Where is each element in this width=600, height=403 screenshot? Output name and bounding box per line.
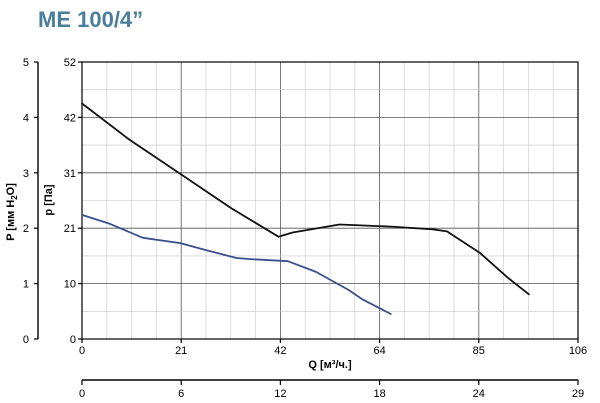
pa-tick-label: 0 (70, 334, 76, 346)
left-axis-label: P [мм H2O] (5, 183, 19, 241)
x-tick-label: 21 (175, 345, 187, 357)
pa-tick-label: 21 (64, 223, 76, 235)
series-line-1 (81, 102, 530, 296)
series-line-2 (81, 214, 392, 315)
x-axis-label: Q [м³/ч.] (308, 359, 352, 371)
pa-tick-label: 42 (64, 112, 76, 124)
left-tick-label: 1 (23, 279, 29, 291)
x2-tick-label: 12 (274, 388, 286, 400)
series-layer (81, 102, 530, 315)
pa-axis-label: p [Па] (43, 184, 55, 215)
left-tick-label: 0 (23, 334, 29, 346)
pa-tick-label: 10 (64, 279, 76, 291)
x2-tick-label: 24 (473, 388, 485, 400)
x2-tick-label: 29 (572, 388, 584, 400)
chart-title: ME 100/4” (38, 7, 143, 32)
pa-axis-ticks: 0 10 21 31 42 52 (64, 57, 82, 346)
grid (82, 62, 578, 339)
x-tick-label: 85 (473, 345, 485, 357)
x2-tick-label: 0 (79, 388, 85, 400)
x2-tick-label: 6 (178, 388, 184, 400)
left-tick-label: 5 (23, 57, 29, 69)
pa-tick-label: 52 (64, 57, 76, 69)
x2-tick-label: 18 (373, 388, 385, 400)
x-tick-label: 106 (569, 345, 587, 357)
left-tick-label: 2 (23, 223, 29, 235)
left-axis-ticks: 0 1 2 3 4 5 (23, 57, 38, 346)
plot-frame (81, 61, 579, 340)
pa-tick-label: 31 (64, 168, 76, 180)
left-tick-label: 3 (23, 168, 29, 180)
x-axis-ticks: 0 21 42 64 85 106 (79, 339, 587, 357)
x-tick-label: 42 (274, 345, 286, 357)
left-tick-label: 4 (23, 112, 29, 124)
x-tick-label: 0 (79, 345, 85, 357)
x-tick-label: 64 (373, 345, 385, 357)
x2-axis-ticks: 0 6 12 18 24 29 (79, 380, 584, 400)
